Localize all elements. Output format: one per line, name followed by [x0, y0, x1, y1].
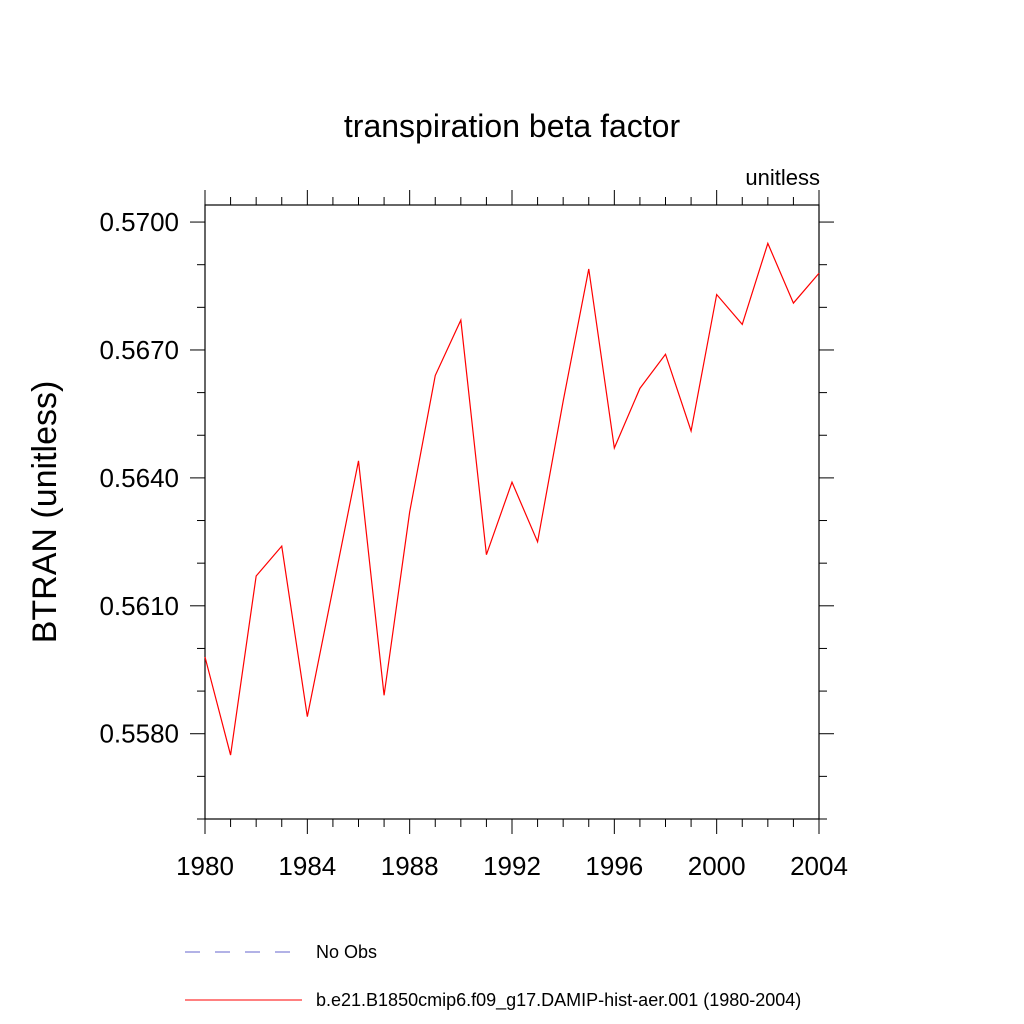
- y-tick-label: 0.5670: [99, 335, 179, 365]
- series-group: [204, 241, 820, 756]
- x-tick-label: 2004: [790, 851, 848, 881]
- axis-ticks: [190, 190, 834, 834]
- x-tick-label: 1996: [585, 851, 643, 881]
- legend-label: No Obs: [316, 942, 377, 962]
- x-tick-label: 1984: [278, 851, 336, 881]
- series-line: [204, 241, 820, 756]
- y-tick-label: 0.5700: [99, 207, 179, 237]
- legend-label: b.e21.B1850cmip6.f09_g17.DAMIP-hist-aer.…: [316, 990, 801, 1011]
- plot-area: [204, 204, 820, 820]
- chart-title: transpiration beta factor: [344, 108, 681, 144]
- y-axis-label: BTRAN (unitless): [26, 381, 64, 644]
- x-tick-label: 1988: [381, 851, 439, 881]
- axis-tick-labels: 1980 1984 1988 1992 1996 2000 2004 0.5580 0.5610…: [99, 207, 847, 881]
- plot-frame: [204, 204, 820, 820]
- y-tick-label: 0.5610: [99, 591, 179, 621]
- y-tick-label: 0.5580: [99, 719, 179, 749]
- units-label: unitless: [745, 165, 820, 190]
- x-tick-label: 1980: [176, 851, 234, 881]
- x-tick-label: 1992: [483, 851, 541, 881]
- legend: No Obs b.e21.B1850cmip6.f09_g17.DAMIP-his…: [185, 942, 801, 1011]
- y-tick-label: 0.5640: [99, 463, 179, 493]
- x-tick-label: 2000: [688, 851, 746, 881]
